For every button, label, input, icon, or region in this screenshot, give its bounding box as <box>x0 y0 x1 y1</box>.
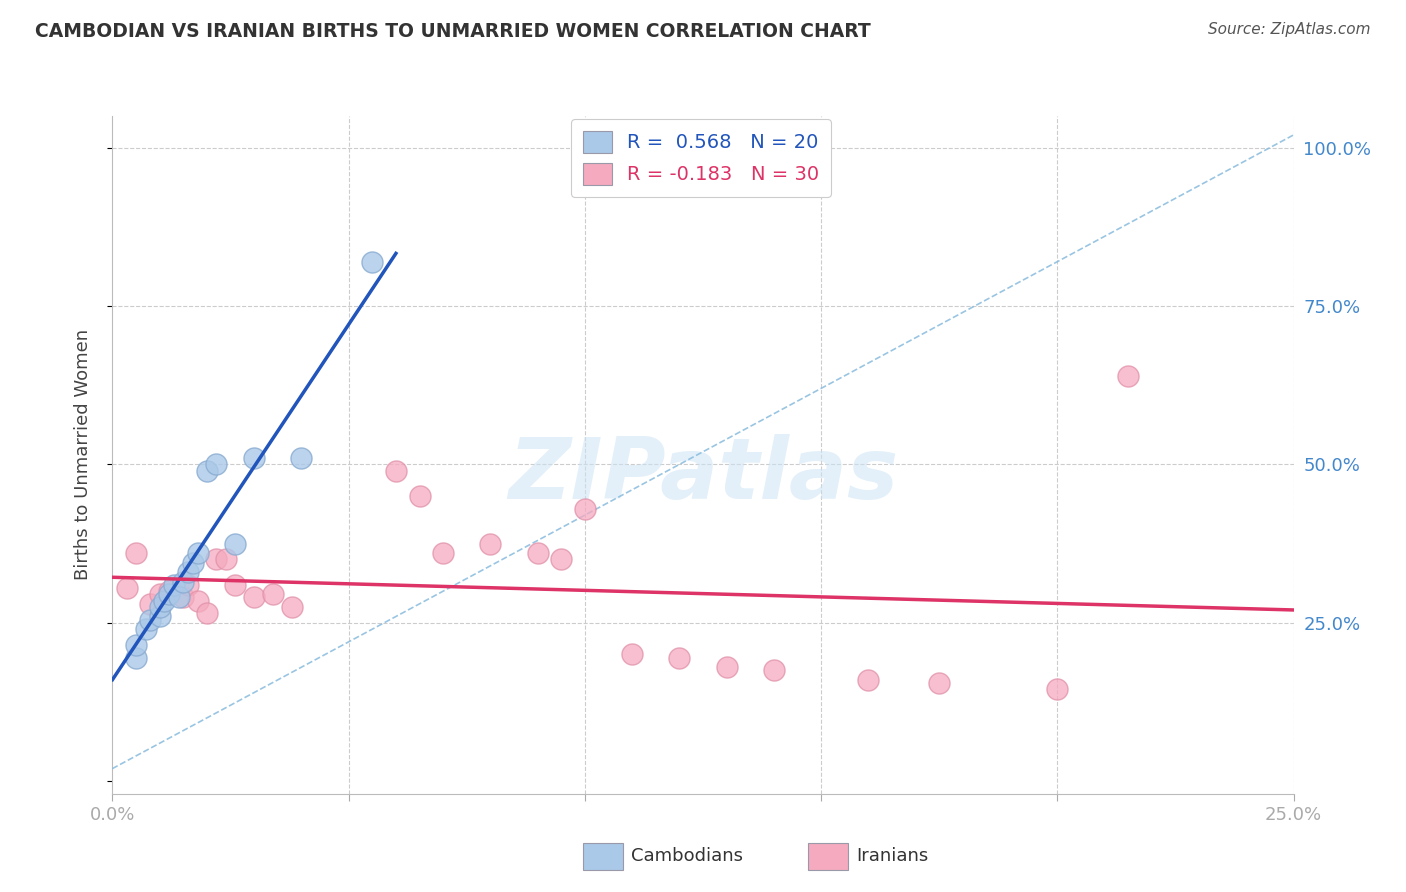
Point <box>1046 682 1069 697</box>
Point <box>550 552 572 566</box>
Point <box>621 648 644 662</box>
Point <box>858 673 880 687</box>
Point <box>172 591 194 605</box>
Point <box>408 489 430 503</box>
Y-axis label: Births to Unmarried Women: Births to Unmarried Women <box>73 329 91 581</box>
Point <box>479 536 502 550</box>
Point <box>125 650 148 665</box>
Point <box>215 552 238 566</box>
Point <box>432 546 454 560</box>
Point <box>135 622 157 636</box>
Point <box>115 581 138 595</box>
Point <box>167 591 190 605</box>
Point <box>149 587 172 601</box>
Text: ZIPatlas: ZIPatlas <box>508 434 898 516</box>
Text: Iranians: Iranians <box>856 847 928 865</box>
Point <box>361 254 384 268</box>
Text: Cambodians: Cambodians <box>631 847 744 865</box>
Point <box>149 609 172 624</box>
Point <box>224 578 246 592</box>
Point <box>668 650 690 665</box>
Point <box>125 546 148 560</box>
Point <box>205 458 228 472</box>
Point <box>177 565 200 579</box>
Point <box>281 599 304 614</box>
Point <box>149 599 172 614</box>
Point <box>195 607 218 621</box>
Point <box>243 451 266 466</box>
Point <box>205 552 228 566</box>
Point <box>125 638 148 652</box>
Point <box>139 597 162 611</box>
Point <box>290 451 312 466</box>
Point <box>526 546 548 560</box>
Point <box>186 593 208 607</box>
Point <box>186 546 208 560</box>
Point <box>163 578 186 592</box>
Point <box>177 578 200 592</box>
Point <box>181 556 204 570</box>
Point <box>195 464 218 478</box>
Point <box>139 613 162 627</box>
Point <box>1116 368 1139 383</box>
Text: CAMBODIAN VS IRANIAN BIRTHS TO UNMARRIED WOMEN CORRELATION CHART: CAMBODIAN VS IRANIAN BIRTHS TO UNMARRIED… <box>35 22 870 41</box>
Point <box>385 464 408 478</box>
Point <box>157 587 180 601</box>
Point <box>574 501 596 516</box>
Point <box>243 591 266 605</box>
Point <box>928 676 950 690</box>
Point <box>224 536 246 550</box>
Point <box>262 587 284 601</box>
Point <box>762 663 785 677</box>
Point <box>172 574 194 589</box>
Legend: R =  0.568   N = 20, R = -0.183   N = 30: R = 0.568 N = 20, R = -0.183 N = 30 <box>571 119 831 197</box>
Point <box>153 593 176 607</box>
Text: Source: ZipAtlas.com: Source: ZipAtlas.com <box>1208 22 1371 37</box>
Point <box>157 584 180 599</box>
Point <box>716 660 738 674</box>
